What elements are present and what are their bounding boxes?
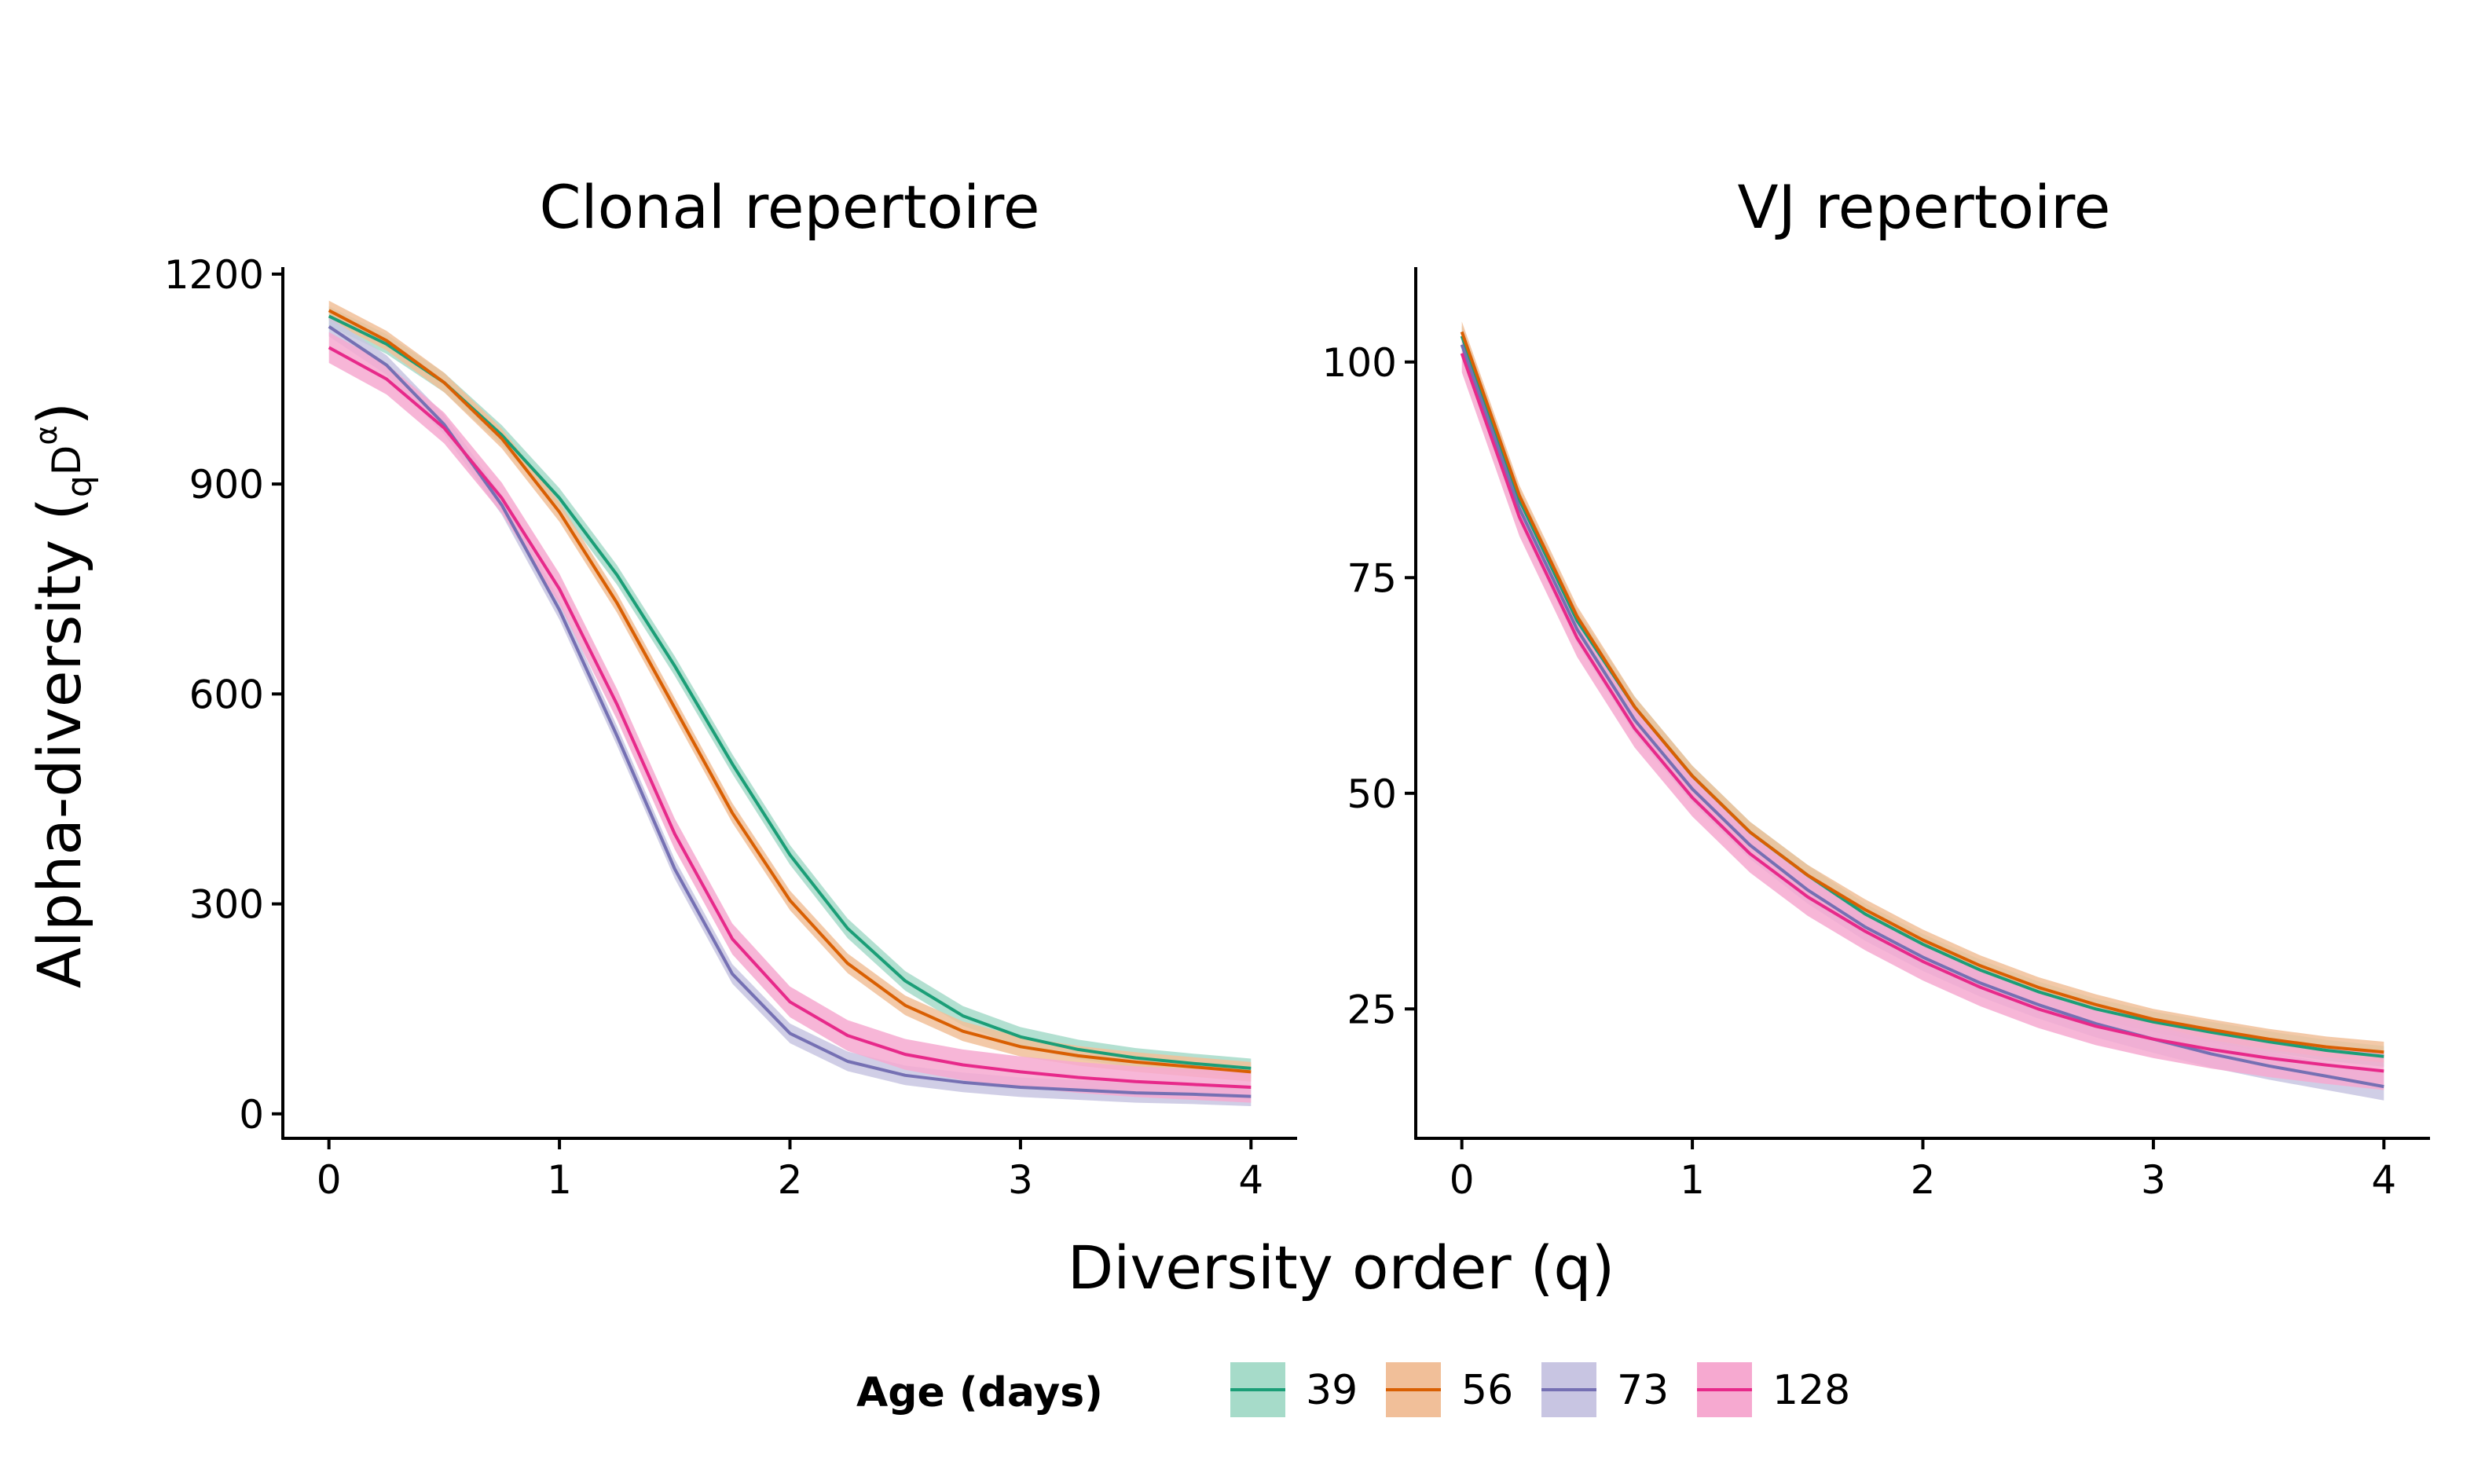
- series-line-39: [328, 314, 1252, 1070]
- y-tick-label: 0: [239, 1092, 264, 1138]
- y-tick-label: 75: [1347, 555, 1397, 601]
- y-tick-label: 1200: [164, 252, 264, 298]
- legend-label-56: 56: [1461, 1367, 1513, 1414]
- y-axis-label-sub: q: [60, 475, 100, 497]
- x-tick-label: 4: [2371, 1157, 2396, 1203]
- series-line-56: [328, 309, 1252, 1074]
- series-line-128: [328, 346, 1252, 1089]
- legend-entries: 39 56 73 128: [1230, 1362, 1850, 1417]
- y-axis-label-sup: α: [29, 425, 64, 445]
- series-line-56: [1460, 331, 2384, 1054]
- y-axis-label-base: D: [44, 445, 90, 476]
- x-axis-label: Diversity order (q): [1068, 1233, 1615, 1303]
- band-39: [328, 306, 1252, 1079]
- y-axis-label: Alpha-diversity (qDα): [24, 402, 100, 988]
- series-line-128: [1460, 353, 2384, 1073]
- y-tick-label: 300: [189, 882, 264, 928]
- panels-layer: Clonal repertoire 0 1 2 3 4 0 300 600 900 1200 VJ r…: [164, 172, 2430, 1203]
- legend-label-39: 39: [1306, 1367, 1358, 1414]
- legend-label-73: 73: [1617, 1367, 1669, 1414]
- x-tick-label: 1: [547, 1157, 572, 1203]
- y-axis-label-close: ): [24, 402, 94, 426]
- band-128: [1461, 334, 2384, 1090]
- y-tick-label: 25: [1347, 987, 1397, 1032]
- panel-title: Clonal repertoire: [539, 172, 1039, 242]
- x-tick-label: 1: [1680, 1157, 1705, 1203]
- y-tick-label: 600: [189, 672, 264, 717]
- series-line-73: [1460, 344, 2384, 1089]
- y-axis-label-main: Alpha-diversity (: [24, 497, 94, 988]
- band-73: [1461, 331, 2384, 1101]
- legend-label-128: 128: [1772, 1367, 1850, 1414]
- y-tick-label: 100: [1322, 340, 1397, 386]
- panel-title: VJ repertoire: [1738, 172, 2111, 242]
- x-tick-label: 4: [1238, 1157, 1263, 1203]
- band-128: [328, 332, 1252, 1103]
- x-tick-label: 3: [2141, 1157, 2166, 1203]
- legend: Age (days) 39 56 73 128: [856, 1362, 1850, 1417]
- band-56: [328, 300, 1252, 1082]
- x-tick-label: 2: [1911, 1157, 1936, 1203]
- panel-2: VJ repertoire 0 1 2 3 4 25 50 75 100: [1322, 172, 2430, 1203]
- x-tick-label: 2: [778, 1157, 803, 1203]
- y-tick-label: 900: [189, 462, 264, 507]
- panel-1: Clonal repertoire 0 1 2 3 4 0 300 600 900 1200: [164, 172, 1297, 1203]
- series-line-73: [328, 325, 1252, 1098]
- x-tick-label: 0: [317, 1157, 342, 1203]
- x-tick-label: 3: [1008, 1157, 1033, 1203]
- y-tick-label: 50: [1347, 771, 1397, 817]
- legend-title: Age (days): [856, 1369, 1103, 1416]
- x-tick-label: 0: [1450, 1157, 1475, 1203]
